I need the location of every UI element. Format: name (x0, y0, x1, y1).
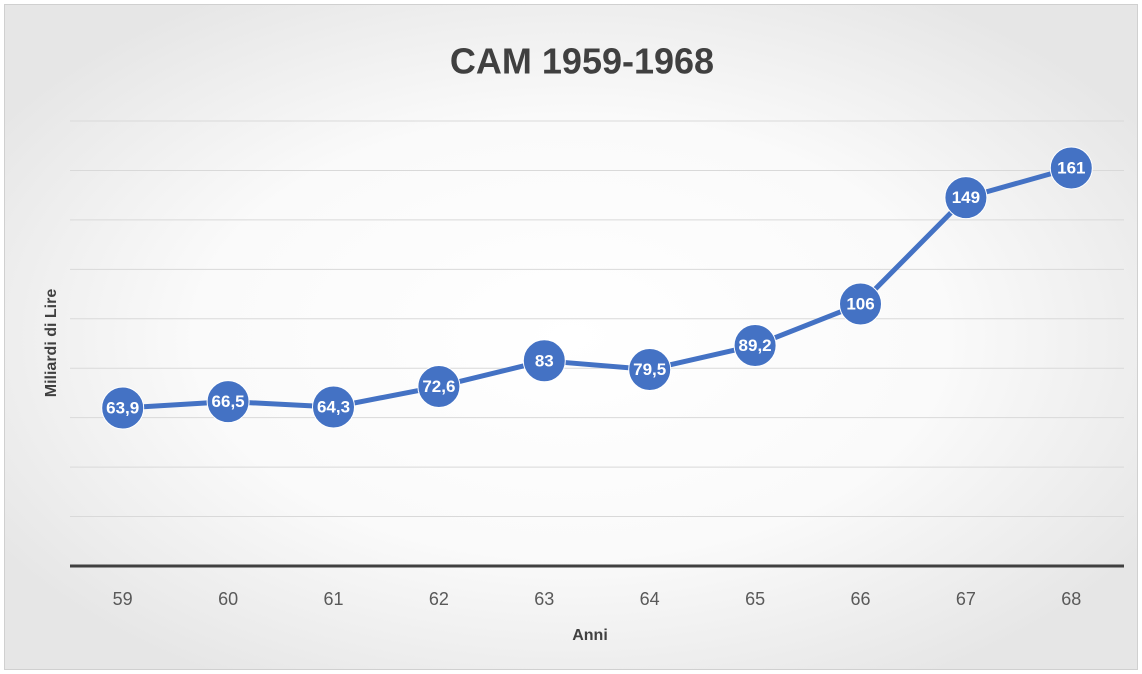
data-point (628, 347, 672, 391)
data-label: 72,6 (422, 377, 455, 396)
x-tick-label: 65 (745, 589, 765, 609)
x-tick-label: 68 (1061, 589, 1081, 609)
data-label: 66,5 (212, 392, 245, 411)
data-point (206, 380, 250, 424)
x-tick-label: 62 (429, 589, 449, 609)
data-point (522, 339, 566, 383)
data-label: 149 (952, 188, 980, 207)
y-axis-label: Miliardi di Lire (43, 289, 60, 398)
data-label: 161 (1057, 158, 1085, 177)
x-tick-label: 63 (534, 589, 554, 609)
x-tick-label: 60 (218, 589, 238, 609)
data-point (733, 323, 777, 367)
data-label: 83 (535, 351, 554, 370)
data-label: 106 (846, 294, 874, 313)
data-point (101, 386, 145, 430)
data-label: 79,5 (633, 360, 666, 379)
data-point (839, 282, 882, 326)
data-point (944, 176, 988, 220)
data-label: 89,2 (739, 336, 772, 355)
series-line (122, 165, 1072, 411)
data-label: 63,9 (106, 399, 139, 418)
chart-title: CAM 1959-1968 (450, 41, 714, 82)
x-tick-label: 61 (323, 589, 343, 609)
x-tick-label: 59 (113, 589, 133, 609)
x-tick-label: 67 (956, 589, 976, 609)
data-label: 64,3 (317, 398, 350, 417)
data-point (417, 365, 461, 409)
x-axis-label: Anni (572, 627, 608, 644)
x-tick-label: 66 (850, 589, 870, 609)
x-tick-label: 64 (640, 589, 660, 609)
data-point (1049, 146, 1093, 190)
data-point (312, 385, 355, 429)
chart-background (4, 4, 1138, 670)
